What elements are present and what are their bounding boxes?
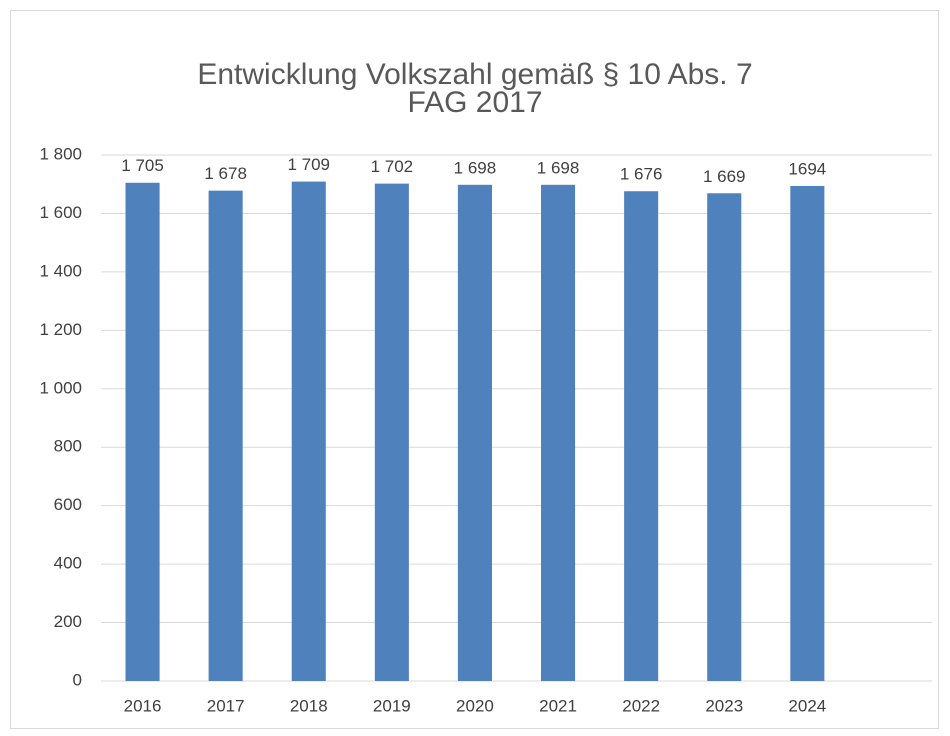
x-tick-label: 2020: [456, 696, 494, 715]
chart-title: FAG 2017: [407, 86, 542, 119]
x-tick-label: 2016: [124, 696, 162, 715]
y-tick-label: 200: [54, 612, 82, 631]
data-label: 1 702: [371, 157, 414, 176]
y-tick-label: 0: [73, 670, 82, 689]
bar: [208, 190, 243, 681]
data-label: 1 709: [287, 155, 330, 174]
y-tick-label: 600: [54, 495, 82, 514]
y-tick-label: 1 200: [39, 320, 82, 339]
chart-title: Entwicklung Volkszahl gemäß § 10 Abs. 7: [197, 58, 752, 91]
y-tick-label: 1 000: [39, 378, 82, 397]
bar: [457, 184, 492, 681]
bar: [291, 181, 326, 681]
data-label: 1 698: [454, 158, 497, 177]
x-tick-label: 2022: [622, 696, 660, 715]
x-tick-label: 2017: [207, 696, 245, 715]
data-label: 1 676: [620, 165, 663, 184]
bar: [790, 185, 825, 681]
x-tick-label: 2024: [788, 696, 826, 715]
bar: [125, 182, 160, 681]
x-tick-label: 2019: [373, 696, 411, 715]
bar: [707, 193, 742, 681]
data-label: 1 678: [204, 164, 247, 183]
y-tick-label: 1 800: [39, 144, 82, 163]
x-tick-label: 2023: [705, 696, 743, 715]
y-tick-label: 800: [54, 437, 82, 456]
data-label: 1694: [788, 159, 826, 178]
y-tick-label: 400: [54, 554, 82, 573]
data-label: 1 705: [121, 156, 164, 175]
x-tick-label: 2021: [539, 696, 577, 715]
bar: [374, 183, 409, 682]
bar: [541, 184, 576, 681]
data-label: 1 669: [703, 167, 746, 186]
y-tick-label: 1 400: [39, 261, 82, 280]
data-label: 1 698: [537, 158, 580, 177]
y-tick-label: 1 600: [39, 203, 82, 222]
bar: [624, 191, 659, 682]
x-tick-label: 2018: [290, 696, 328, 715]
